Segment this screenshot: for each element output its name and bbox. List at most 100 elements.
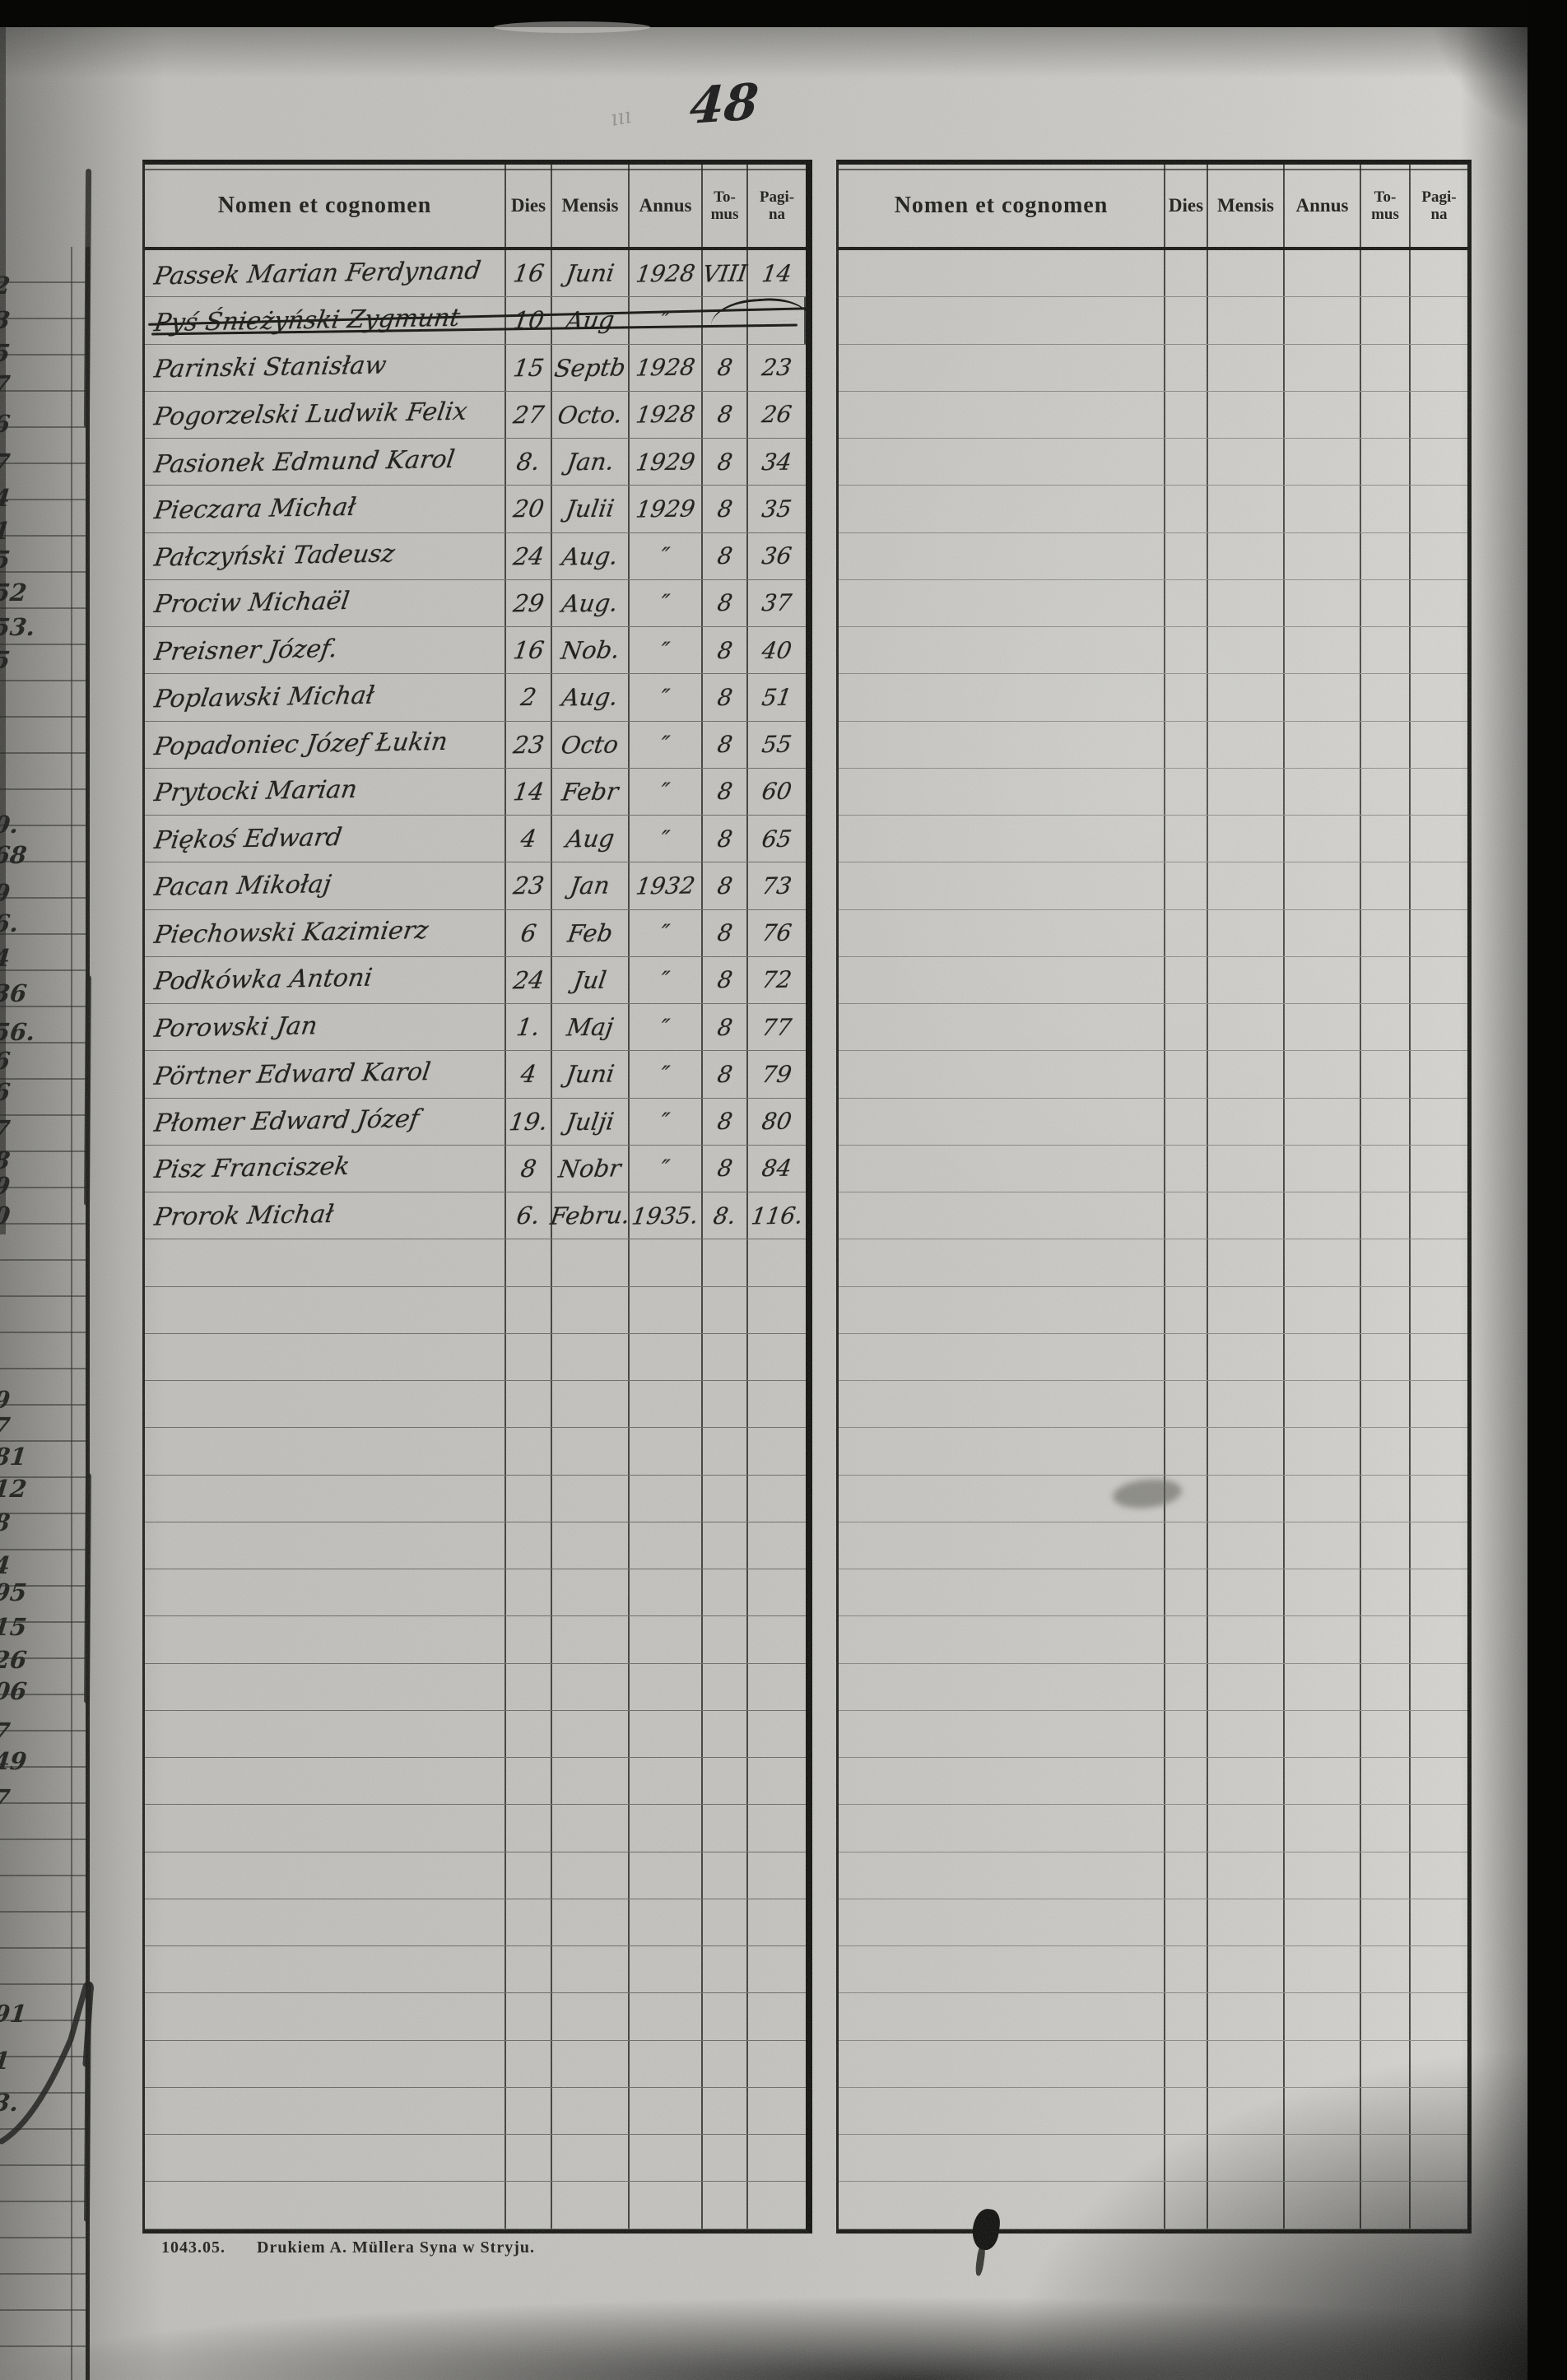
mensis-cell (552, 1475, 630, 1522)
register-row-empty (839, 579, 1467, 627)
tomus-cell (1361, 2087, 1411, 2134)
dies-cell: 6. (506, 1192, 552, 1239)
pagina-cell (748, 1522, 806, 1569)
tomus-cell (703, 1522, 748, 1569)
tomus-cell: VIII (700, 250, 749, 297)
mensis-cell (1208, 721, 1285, 768)
tomus-cell (1361, 439, 1411, 486)
mensis-value: Maj (565, 1012, 616, 1042)
tomus-cell (703, 1663, 748, 1710)
dies-cell (1165, 768, 1208, 815)
annus-cell: ″ (630, 627, 703, 674)
name-cell (145, 1569, 506, 1616)
register-row: Pisz Franciszek 8 Nobr ″ 8 84 (145, 1145, 806, 1192)
mensis-cell (1208, 2087, 1285, 2134)
clipped-pagina-fragment: 5 (0, 646, 44, 674)
mensis-cell (552, 1381, 630, 1428)
annus-cell: ″ (630, 816, 703, 862)
tomus-value: 8 (715, 683, 734, 712)
register-row-empty (839, 909, 1467, 957)
name-cell: Pałczyński Tadeusz (145, 532, 506, 579)
binding-stitch (84, 974, 91, 1206)
dies-cell (1165, 627, 1208, 674)
mensis-cell (1208, 1663, 1285, 1710)
pagina-cell (1411, 1192, 1467, 1239)
annus-value: ″ (658, 1155, 672, 1183)
register-row-empty (839, 721, 1467, 769)
pagina-cell (1411, 1004, 1467, 1050)
mensis-cell (1208, 1805, 1285, 1852)
name-cell (145, 2135, 506, 2182)
mensis-value: Febru. (548, 1201, 632, 1230)
pagina-cell: 65 (748, 816, 806, 862)
register-row: Porowski Jan 1. Maj ″ 8 77 (145, 1004, 806, 1052)
name-cell: Poplawski Michał (145, 674, 506, 721)
pagina-value: 72 (760, 966, 794, 994)
mensis-cell: Febr (552, 768, 630, 815)
register-row: Poplawski Michał 2 Aug. ″ 8 51 (145, 674, 806, 722)
tomus-cell: 8 (703, 1051, 748, 1098)
dies-cell (1165, 1710, 1208, 1757)
clipped-pagina-fragment: 6. (0, 909, 21, 937)
tomus-cell (1361, 1616, 1411, 1663)
annus-cell (1285, 1333, 1361, 1380)
annus-cell (1285, 1192, 1361, 1239)
header-tomus: To-mus (1361, 165, 1411, 247)
dies-cell (1165, 816, 1208, 862)
dies-cell: 14 (506, 768, 552, 815)
left-table-body: Passek Marian Ferdynand16Juni1928VIII14P… (145, 250, 811, 2229)
dies-cell: 4 (506, 1051, 552, 1098)
register-table-left: Nomen et cognomen Dies Mensis Annus To-m… (142, 160, 812, 2234)
dies-cell (1165, 2087, 1208, 2134)
mensis-cell (1208, 1381, 1285, 1428)
mensis-cell (1208, 956, 1285, 1003)
name-value: Pisz Franciszek (152, 1152, 352, 1185)
mensis-value: Feb (565, 918, 615, 948)
pagina-value: 116. (749, 1202, 805, 1230)
register-row-empty (839, 2135, 1467, 2182)
header-annus: Annus (630, 165, 703, 247)
mensis-cell: Aug (552, 816, 630, 862)
tomus-cell (1361, 1145, 1411, 1192)
pagina-cell (748, 1946, 806, 1992)
pagina-cell (748, 1569, 806, 1615)
tomus-cell: 8 (703, 486, 748, 532)
dies-value: 8 (518, 1154, 538, 1183)
mensis-cell: Julii (552, 486, 630, 532)
dies-cell (506, 1899, 552, 1945)
annus-cell (1285, 2087, 1361, 2134)
dies-cell: 1. (506, 1004, 552, 1051)
mensis-cell: Febru. (548, 1192, 632, 1239)
register-row-empty (839, 1758, 1467, 1806)
name-cell (145, 1899, 506, 1945)
register-row-empty (145, 1758, 806, 1806)
tomus-cell (1361, 1710, 1411, 1757)
name-cell (839, 1192, 1165, 1239)
tomus-cell (703, 1710, 748, 1757)
dies-cell: 10 (506, 297, 552, 344)
annus-cell (1285, 909, 1361, 956)
mensis-value: Jan. (565, 447, 616, 476)
clipped-pagina-fragment: 9 (0, 1172, 44, 1200)
mensis-cell (1208, 768, 1285, 815)
annus-cell (1285, 2135, 1361, 2182)
name-value: Pörtner Edward Karol (152, 1057, 433, 1091)
annus-cell (1285, 1286, 1361, 1333)
register-row-empty (839, 1805, 1467, 1852)
dies-cell (1165, 1428, 1208, 1475)
mensis-cell (552, 2182, 630, 2229)
register-row-empty (839, 1522, 1467, 1569)
dies-cell (1165, 250, 1208, 297)
dies-cell (506, 1946, 552, 1993)
tomus-cell (1361, 768, 1411, 815)
mensis-value: Julii (564, 494, 616, 523)
dies-cell (1165, 2182, 1208, 2229)
mensis-cell: Julji (552, 1098, 630, 1145)
header-mensis-label: Mensis (561, 195, 619, 216)
mensis-cell (1208, 250, 1285, 297)
mensis-cell (552, 1710, 630, 1757)
pagina-cell (1411, 816, 1467, 862)
pagina-cell: 55 (748, 722, 806, 768)
name-cell (839, 674, 1165, 721)
register-row: Prorok Michał 6. Febru. 1935. 8. 116. (145, 1192, 806, 1240)
